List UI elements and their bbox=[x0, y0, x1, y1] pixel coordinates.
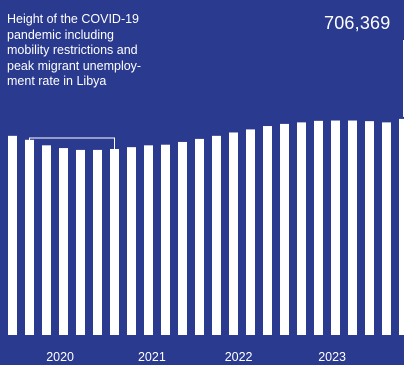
bar bbox=[263, 126, 272, 336]
callout-value-label: 706,369 bbox=[324, 13, 391, 33]
bar bbox=[297, 122, 306, 336]
annotation-text: Height of the COVID-19 pandemic includin… bbox=[7, 12, 177, 90]
year-tick-label: 2021 bbox=[138, 350, 166, 364]
bar bbox=[212, 135, 221, 335]
bar bbox=[382, 122, 391, 336]
year-tick-label: 2020 bbox=[46, 350, 74, 364]
bar bbox=[76, 149, 85, 335]
bar bbox=[93, 149, 102, 335]
annotation-line: peak migrant unemploy- bbox=[7, 58, 142, 73]
year-tick-label: 2023 bbox=[318, 350, 346, 364]
bar bbox=[178, 141, 187, 335]
x-axis-year-labels: 2020 2021 2022 2023 bbox=[46, 350, 346, 364]
bar bbox=[229, 132, 238, 335]
bar bbox=[59, 148, 68, 335]
annotation-line: pandemic including bbox=[7, 27, 115, 42]
bar bbox=[195, 138, 204, 335]
bars-group bbox=[8, 118, 404, 336]
annotation-line: Height of the COVID-19 bbox=[7, 12, 140, 26]
bar bbox=[8, 135, 17, 335]
bar bbox=[314, 120, 323, 335]
annotation-line: mobility restrictions and bbox=[7, 43, 138, 57]
bar bbox=[127, 147, 136, 335]
bar bbox=[246, 129, 255, 335]
bar bbox=[110, 148, 119, 335]
bracket-path bbox=[29, 137, 115, 153]
bar bbox=[399, 118, 404, 335]
bar bbox=[144, 145, 153, 335]
bar bbox=[365, 121, 374, 335]
bar bbox=[42, 145, 51, 335]
bar bbox=[331, 120, 340, 335]
bar bbox=[280, 123, 289, 335]
annotation-line: ment rate in Libya bbox=[7, 74, 107, 88]
bar bbox=[25, 139, 34, 335]
year-tick-label: 2022 bbox=[225, 350, 253, 364]
bar bbox=[161, 144, 170, 335]
bar bbox=[348, 120, 357, 335]
annotation-bracket bbox=[29, 137, 115, 153]
